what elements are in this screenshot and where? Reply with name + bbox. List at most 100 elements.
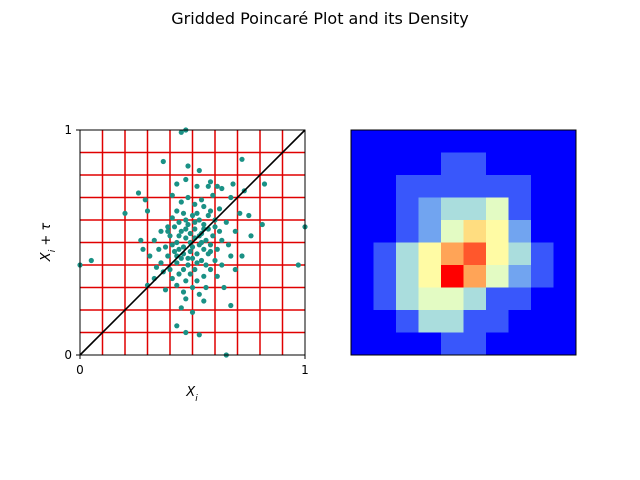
scatter-point	[261, 181, 268, 187]
scatter-point	[165, 253, 171, 259]
heatmap-cell	[508, 265, 532, 288]
heatmap-cell	[418, 175, 442, 198]
heatmap-cell	[351, 287, 374, 311]
x-tick-label-1: 1	[301, 363, 309, 377]
scatter-point	[180, 289, 187, 295]
heatmap-cell	[553, 197, 577, 221]
heatmap-cell	[531, 242, 554, 266]
heatmap-cell	[486, 265, 509, 288]
scatter-point	[207, 248, 214, 255]
scatter-point	[178, 305, 184, 311]
heatmap-cell	[351, 220, 374, 243]
heatmap-cell	[373, 175, 397, 198]
scatter-point	[210, 192, 216, 198]
scatter-point	[228, 302, 234, 309]
scatter-point	[230, 181, 236, 187]
scatter-point	[183, 226, 189, 232]
heatmap-cell	[508, 242, 532, 266]
scatter-point	[192, 219, 198, 225]
scatter-point	[171, 248, 178, 255]
heatmap-cell	[396, 332, 419, 356]
heatmap-cell	[508, 220, 532, 243]
heatmap-cell	[486, 130, 509, 153]
scatter-point	[185, 221, 191, 228]
scatter-point	[194, 251, 200, 257]
scatter-point	[176, 271, 182, 277]
heatmap-cell	[418, 287, 442, 311]
scatter-point	[187, 230, 193, 237]
scatter-point	[189, 212, 196, 219]
scatter-point	[203, 237, 209, 243]
heatmap-cell	[441, 130, 464, 153]
scatter-point	[196, 291, 202, 297]
scatter-point	[196, 332, 202, 338]
scatter-point	[219, 185, 225, 192]
poincare-plot: 0 1 0 1 Xi Xi + τ	[39, 123, 309, 404]
scatter-point	[162, 287, 169, 293]
heatmap-cell	[373, 152, 397, 176]
scatter-point	[165, 228, 171, 234]
heatmap-cell	[486, 220, 509, 243]
heatmap-cell	[531, 175, 554, 198]
heatmap-cell	[508, 197, 532, 221]
scatter-point	[142, 197, 148, 203]
heatmap-cell	[418, 265, 442, 288]
scatter-point	[221, 284, 227, 291]
scatter-point	[232, 228, 238, 234]
heatmap-cell	[373, 220, 397, 243]
scatter-point	[174, 239, 180, 246]
heatmap-cell	[396, 130, 419, 153]
scatter-point	[214, 246, 220, 252]
heatmap-cell	[441, 287, 464, 311]
scatter-point	[183, 296, 189, 302]
scatter-point	[180, 266, 187, 273]
scatter-point	[187, 271, 193, 277]
heatmap-cell	[396, 220, 419, 243]
scatter-point	[144, 208, 151, 214]
poincare-plot-frame	[79, 129, 306, 356]
heatmap-cell	[486, 242, 509, 266]
heatmap-cell	[463, 130, 487, 153]
heatmap-cell	[373, 265, 397, 288]
scatter-point	[201, 273, 207, 279]
scatter-point	[212, 224, 218, 230]
scatter-point	[174, 181, 180, 187]
heatmap-cell	[508, 332, 532, 356]
scatter-point	[194, 183, 200, 189]
scatter-point	[239, 253, 245, 259]
heatmap-cell	[508, 130, 532, 153]
scatter-point	[135, 190, 142, 196]
scatter-point	[196, 167, 202, 174]
scatter-point	[180, 210, 187, 216]
scatter-point	[194, 278, 200, 284]
scatter-point	[185, 255, 191, 261]
scatter-point	[174, 208, 180, 214]
heatmap-cell	[531, 130, 554, 153]
scatter-point	[219, 237, 225, 243]
scatter-point	[198, 257, 205, 264]
scatter-point	[203, 284, 209, 291]
scatter-point	[174, 323, 180, 329]
heatmap-cell	[418, 152, 442, 176]
heatmap-cell	[373, 130, 397, 153]
scatter-point	[189, 309, 196, 315]
heatmap-cell	[351, 197, 374, 221]
scatter-point	[176, 246, 182, 252]
heatmap-cell	[531, 197, 554, 221]
heatmap-cell	[351, 332, 374, 356]
heatmap-cells	[351, 130, 577, 356]
scatter-point	[178, 129, 184, 135]
heatmap-cell	[351, 175, 374, 198]
heatmap-cell	[418, 130, 442, 153]
scatter-point	[183, 217, 189, 223]
heatmap-cell	[553, 287, 577, 311]
heatmap-cell	[553, 130, 577, 153]
heatmap-cell	[463, 310, 487, 333]
scatter-point	[207, 179, 214, 185]
scatter-point	[147, 253, 153, 259]
heatmap-cell	[396, 310, 419, 333]
figure-title: Gridded Poincaré Plot and its Density	[171, 9, 468, 28]
heatmap-cell	[418, 310, 442, 333]
heatmap-cell	[396, 242, 419, 266]
heatmap-cell	[463, 220, 487, 243]
